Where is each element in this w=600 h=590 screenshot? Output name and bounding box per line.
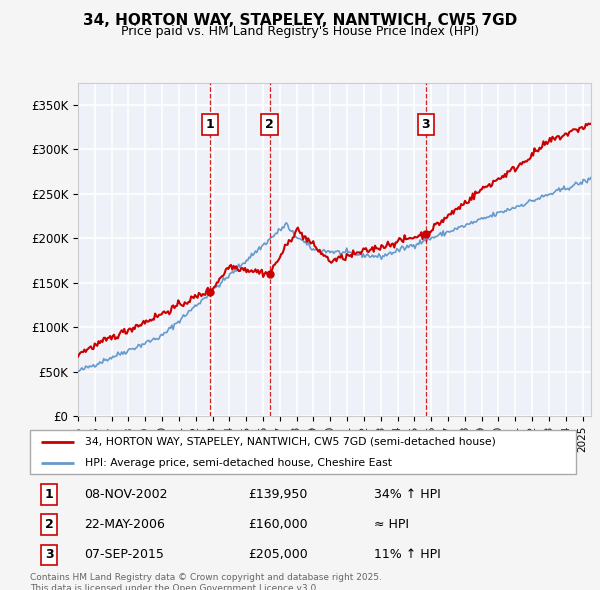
Text: 08-NOV-2002: 08-NOV-2002 xyxy=(85,488,168,501)
Text: 34, HORTON WAY, STAPELEY, NANTWICH, CW5 7GD: 34, HORTON WAY, STAPELEY, NANTWICH, CW5 … xyxy=(83,13,517,28)
Text: 3: 3 xyxy=(422,118,430,131)
FancyBboxPatch shape xyxy=(30,430,576,474)
Text: 1: 1 xyxy=(45,488,53,501)
Text: 1: 1 xyxy=(206,118,214,131)
Text: 2: 2 xyxy=(265,118,274,131)
Text: £205,000: £205,000 xyxy=(248,548,308,561)
Text: £139,950: £139,950 xyxy=(248,488,308,501)
Text: 07-SEP-2015: 07-SEP-2015 xyxy=(85,548,164,561)
Text: 11% ↑ HPI: 11% ↑ HPI xyxy=(374,548,441,561)
Text: 34% ↑ HPI: 34% ↑ HPI xyxy=(374,488,441,501)
Text: ≈ HPI: ≈ HPI xyxy=(374,518,409,531)
Text: 34, HORTON WAY, STAPELEY, NANTWICH, CW5 7GD (semi-detached house): 34, HORTON WAY, STAPELEY, NANTWICH, CW5 … xyxy=(85,437,496,447)
Text: 22-MAY-2006: 22-MAY-2006 xyxy=(85,518,166,531)
Text: Contains HM Land Registry data © Crown copyright and database right 2025.
This d: Contains HM Land Registry data © Crown c… xyxy=(30,573,382,590)
Text: HPI: Average price, semi-detached house, Cheshire East: HPI: Average price, semi-detached house,… xyxy=(85,458,392,468)
Text: Price paid vs. HM Land Registry's House Price Index (HPI): Price paid vs. HM Land Registry's House … xyxy=(121,25,479,38)
Text: £160,000: £160,000 xyxy=(248,518,308,531)
Text: 2: 2 xyxy=(45,518,53,531)
Text: 3: 3 xyxy=(45,548,53,561)
